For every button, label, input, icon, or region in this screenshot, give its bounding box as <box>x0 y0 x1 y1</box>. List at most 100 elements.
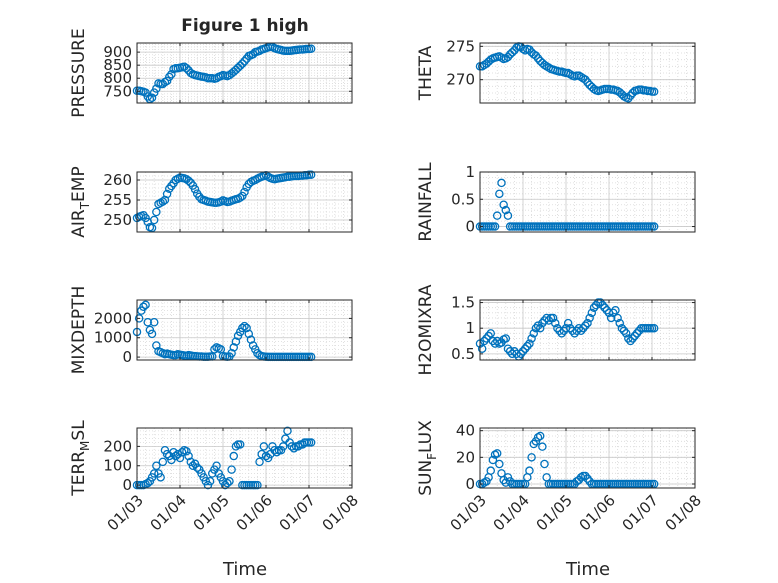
data-point <box>152 461 161 470</box>
data-point <box>600 303 609 312</box>
data-point <box>171 451 180 461</box>
data-point <box>583 474 592 483</box>
data-point <box>492 449 502 458</box>
data-point <box>497 53 506 62</box>
data-point <box>619 326 629 336</box>
data-point <box>630 331 640 341</box>
data-point <box>261 451 271 461</box>
y-tick-label: 250 <box>103 211 132 229</box>
data-point <box>583 318 592 328</box>
data-point <box>540 459 549 469</box>
y-tick-label: 0.5 <box>451 345 475 363</box>
data-point <box>628 88 637 98</box>
data-point <box>149 318 159 327</box>
data-point <box>533 321 543 330</box>
data-point <box>628 334 637 343</box>
series-pressure <box>132 42 316 104</box>
data-point <box>231 337 241 346</box>
y-tick-label: 255 <box>103 191 132 209</box>
data-point <box>253 348 262 358</box>
data-point <box>238 59 247 68</box>
data-point <box>495 189 504 199</box>
data-point <box>244 329 254 339</box>
y-tick-label: 1000 <box>94 329 132 347</box>
data-point <box>596 298 605 307</box>
data-point <box>615 318 625 328</box>
data-point <box>477 62 487 71</box>
data-point <box>507 48 517 57</box>
data-point <box>240 57 249 66</box>
data-point <box>583 78 592 87</box>
data-point <box>542 62 551 71</box>
data-point <box>516 349 526 359</box>
data-point <box>152 84 161 93</box>
series-air-temp <box>132 170 316 233</box>
data-point <box>143 478 152 488</box>
y-tick-label: 750 <box>103 82 132 100</box>
data-point <box>182 64 191 73</box>
y-tick-label: 40 <box>456 422 475 440</box>
data-point <box>184 451 193 461</box>
axes-box-pressure <box>136 42 353 104</box>
data-point <box>141 300 150 310</box>
data-point <box>490 222 500 231</box>
data-point <box>609 308 618 318</box>
data-point <box>235 440 245 449</box>
data-point <box>480 478 489 487</box>
data-point <box>484 331 493 341</box>
data-point <box>581 75 590 84</box>
data-point <box>225 476 234 486</box>
data-point <box>531 437 541 446</box>
axes-box-mixdepth <box>136 299 353 361</box>
data-point <box>227 348 236 358</box>
data-point <box>246 335 256 344</box>
subplot-h2omixra: 0.5 1 1.5 H2OMIXRA <box>416 284 696 376</box>
data-point <box>227 465 236 474</box>
data-point <box>270 446 279 455</box>
data-point <box>238 191 247 201</box>
data-point <box>649 222 659 231</box>
data-point <box>617 323 627 333</box>
data-point <box>598 300 607 310</box>
data-point <box>175 453 185 463</box>
data-point <box>306 438 316 447</box>
axes-box-h2omixra <box>479 299 696 361</box>
data-point <box>497 178 506 188</box>
data-point <box>248 49 258 59</box>
data-point <box>164 72 174 82</box>
data-point <box>492 211 502 220</box>
data-point <box>141 213 150 223</box>
data-point <box>563 68 573 78</box>
data-point <box>624 94 633 103</box>
data-point <box>626 336 635 346</box>
series-theta <box>475 42 659 103</box>
y-tick-label: 100 <box>103 457 132 475</box>
data-point <box>477 344 487 353</box>
data-point <box>548 313 558 323</box>
data-point <box>287 442 297 451</box>
data-point <box>289 444 299 453</box>
data-point <box>257 449 266 459</box>
data-point <box>240 321 249 331</box>
axes-box-sun-flux <box>479 427 696 489</box>
data-point <box>253 480 262 490</box>
y-axis-label-sun-flux: SUNFLUX <box>416 420 439 496</box>
data-point <box>278 442 288 451</box>
data-point <box>632 329 642 338</box>
data-point <box>527 453 536 462</box>
data-point <box>259 442 269 451</box>
data-point <box>585 313 594 323</box>
y-tick-label: 1 <box>465 163 475 181</box>
x-axis-label-left: Time <box>222 559 267 580</box>
data-point <box>293 442 303 451</box>
data-point <box>542 313 551 323</box>
y-tick-label: 260 <box>103 171 132 189</box>
y-axis-label-pressure: PRESSURE <box>69 28 89 117</box>
data-point <box>523 341 532 351</box>
data-point <box>621 329 631 338</box>
y-axis-label-air-temp: AIRTEMP <box>69 166 92 237</box>
data-point <box>134 314 144 323</box>
data-point <box>272 447 281 457</box>
data-point <box>306 44 316 53</box>
